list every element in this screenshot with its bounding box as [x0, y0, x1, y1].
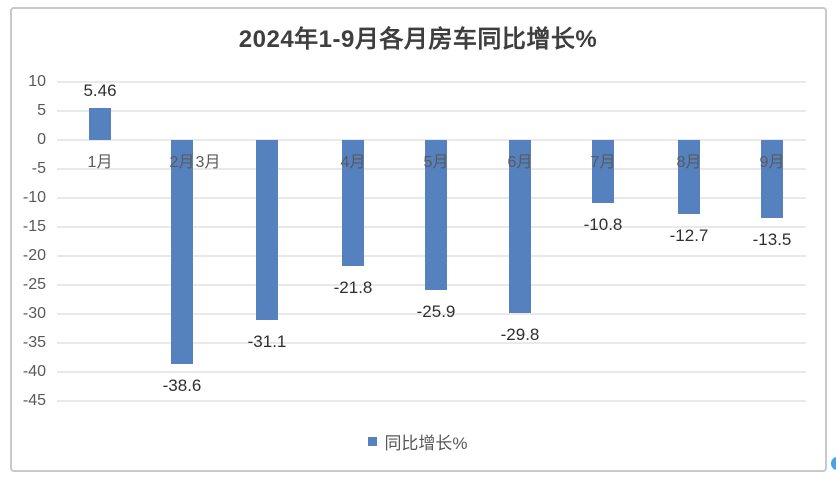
- legend: 同比增长%: [0, 430, 836, 453]
- y-axis-tick-label: -5: [31, 160, 46, 177]
- y-axis-tick-label: -25: [22, 276, 46, 293]
- chart-title: 2024年1-9月各月房车同比增长%: [238, 26, 598, 53]
- bar: [256, 140, 278, 321]
- x-axis-category-label: 8月: [676, 154, 702, 171]
- bar-value-label: -12.7: [669, 225, 709, 245]
- x-axis-category-label: 4月: [340, 154, 366, 171]
- bar: [425, 140, 447, 291]
- y-axis-tick-label: -10: [22, 189, 46, 206]
- y-axis-tick-label: -20: [22, 247, 46, 264]
- selection-handle-dot: [831, 457, 836, 470]
- gridline: [57, 400, 806, 402]
- bar-value-label: -25.9: [416, 302, 456, 322]
- x-axis-category-label: 1月: [87, 154, 113, 171]
- x-axis-category-label: 5月: [423, 154, 449, 171]
- gridline: [57, 110, 806, 112]
- bar: [509, 140, 531, 313]
- bar-value-label: -21.8: [333, 278, 373, 298]
- bar-value-label: -10.8: [583, 214, 623, 234]
- bar: [89, 108, 111, 140]
- bar-value-label: -38.6: [162, 375, 202, 395]
- legend-label: 同比增长%: [384, 433, 468, 453]
- bar-value-label: 5.46: [83, 81, 117, 101]
- gridline: [57, 342, 806, 344]
- bar: [678, 140, 700, 214]
- gridline: [57, 313, 806, 315]
- gridline: [57, 371, 806, 373]
- y-axis-tick-label: -30: [22, 305, 46, 322]
- y-axis-tick-label: -35: [22, 334, 46, 351]
- y-axis-tick-label: 0: [37, 131, 46, 148]
- legend-swatch-icon: [368, 436, 378, 446]
- gridline: [57, 81, 806, 83]
- x-axis-category-label: 3月: [195, 154, 221, 171]
- bar-value-label: -31.1: [247, 332, 287, 352]
- y-axis-tick-label: -45: [22, 392, 46, 409]
- x-axis-category-label: 7月: [590, 154, 616, 171]
- y-axis-tick-label: 10: [28, 73, 46, 90]
- bar: [761, 140, 783, 219]
- bar-value-label: -29.8: [500, 324, 540, 344]
- x-axis-category-label: 2月: [169, 154, 195, 171]
- bar-value-label: -13.5: [752, 230, 792, 250]
- x-axis-category-label: 6月: [507, 154, 533, 171]
- x-axis-category-label: 9月: [759, 154, 785, 171]
- y-axis-tick-label: -15: [22, 218, 46, 235]
- y-axis-tick-label: 5: [37, 102, 46, 119]
- bar: [171, 140, 193, 364]
- image-frame-border: [10, 7, 827, 472]
- bar: [342, 140, 364, 267]
- y-axis-tick-label: -40: [22, 363, 46, 380]
- bar: [592, 140, 614, 203]
